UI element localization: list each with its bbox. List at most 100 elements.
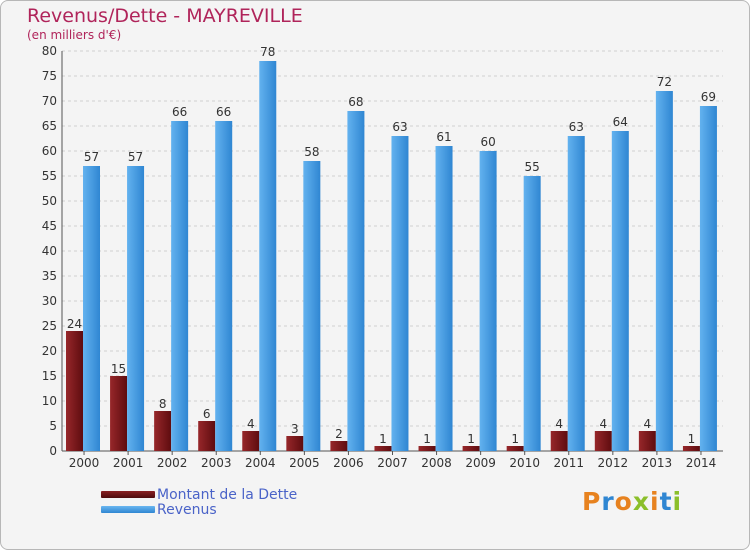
y-tick-label: 5 [49, 419, 57, 433]
data-label-dette: 4 [555, 417, 563, 431]
x-tick-label: 2002 [157, 456, 188, 470]
y-tick-label: 20 [42, 344, 57, 358]
chart-title: Revenus/Dette - MAYREVILLE [27, 5, 303, 27]
data-label-revenus: 55 [525, 160, 540, 174]
data-label-revenus: 69 [701, 90, 716, 104]
bars [66, 61, 717, 451]
data-label-revenus: 78 [260, 45, 275, 59]
bar-revenus [391, 136, 409, 451]
bar-revenus [215, 121, 233, 451]
bar-dette [638, 431, 656, 451]
bar-revenus [127, 166, 145, 451]
y-tick-label: 70 [42, 94, 57, 108]
legend-swatch-revenus [101, 506, 155, 513]
bar-dette [682, 446, 700, 451]
data-label-dette: 6 [203, 407, 211, 421]
y-tick-label: 10 [42, 394, 57, 408]
y-tick-label: 0 [49, 444, 57, 458]
data-label-revenus: 72 [657, 75, 672, 89]
y-tick-label: 55 [42, 169, 57, 183]
bar-revenus [523, 176, 541, 451]
bar-dette [374, 446, 392, 451]
data-label-revenus: 68 [348, 95, 363, 109]
y-tick-label: 40 [42, 244, 57, 258]
bar-dette [330, 441, 348, 451]
data-labels: 2457155786666647835826816316116015546346… [67, 45, 716, 446]
data-label-dette: 1 [467, 432, 475, 446]
bar-dette [198, 421, 216, 451]
x-tick-label: 2011 [553, 456, 584, 470]
data-label-dette: 8 [159, 397, 167, 411]
y-tick-label: 50 [42, 194, 57, 208]
legend-swatch-dette [101, 491, 155, 498]
data-label-revenus: 63 [392, 120, 407, 134]
data-label-dette: 4 [247, 417, 255, 431]
bar-revenus [171, 121, 189, 451]
y-tick-label: 80 [42, 44, 57, 58]
bar-dette [66, 331, 83, 451]
data-label-dette: 1 [379, 432, 387, 446]
bar-revenus [567, 136, 585, 451]
proxiti-logo: Proxiti [582, 487, 683, 516]
bar-dette [462, 446, 480, 451]
data-label-revenus: 64 [613, 115, 628, 129]
bar-dette [550, 431, 568, 451]
data-label-revenus: 58 [304, 145, 319, 159]
y-tick-label: 65 [42, 119, 57, 133]
data-label-dette: 1 [511, 432, 519, 446]
x-tick-label: 2006 [333, 456, 364, 470]
x-tick-label: 2012 [598, 456, 629, 470]
x-tick-label: 2010 [509, 456, 540, 470]
bar-revenus [259, 61, 277, 451]
x-tick-label: 2001 [113, 456, 144, 470]
legend-label-dette: Montant de la Dette [157, 487, 298, 503]
bar-dette [506, 446, 524, 451]
x-tick-label: 2007 [377, 456, 408, 470]
data-label-dette: 4 [644, 417, 652, 431]
bar-dette [154, 411, 172, 451]
x-tick-label: 2009 [465, 456, 496, 470]
data-label-dette: 15 [111, 362, 126, 376]
bar-revenus [655, 91, 673, 451]
x-tick-label: 2000 [69, 456, 100, 470]
bar-revenus [479, 151, 497, 451]
data-label-revenus: 61 [436, 130, 451, 144]
x-tick-label: 2008 [421, 456, 452, 470]
bar-revenus [699, 106, 717, 451]
x-tick-label: 2004 [245, 456, 276, 470]
bar-revenus [303, 161, 321, 451]
y-tick-label: 45 [42, 219, 57, 233]
data-label-revenus: 66 [216, 105, 231, 119]
y-tick-label: 75 [42, 69, 57, 83]
chart-subtitle: (en milliers d'€) [27, 28, 122, 42]
data-label-dette: 1 [688, 432, 696, 446]
x-tick-label: 2003 [201, 456, 232, 470]
y-tick-label: 35 [42, 269, 57, 283]
bar-revenus [435, 146, 453, 451]
y-tick-label: 15 [42, 369, 57, 383]
bar-dette [286, 436, 304, 451]
x-tick-label: 2014 [686, 456, 717, 470]
data-label-revenus: 57 [128, 150, 143, 164]
data-label-revenus: 60 [480, 135, 495, 149]
x-tick-label: 2005 [289, 456, 320, 470]
data-label-revenus: 57 [84, 150, 99, 164]
x-tick-label: 2013 [642, 456, 673, 470]
bar-dette [418, 446, 436, 451]
y-tick-label: 60 [42, 144, 57, 158]
bar-revenus [347, 111, 365, 451]
legend-label-revenus: Revenus [157, 502, 217, 518]
data-label-dette: 4 [599, 417, 607, 431]
data-label-revenus: 66 [172, 105, 187, 119]
y-tick-label: 30 [42, 294, 57, 308]
bar-revenus [611, 131, 629, 451]
data-label-dette: 2 [335, 427, 343, 441]
data-label-dette: 3 [291, 422, 299, 436]
bar-dette [110, 376, 128, 451]
y-tick-label: 25 [42, 319, 57, 333]
bar-dette [594, 431, 612, 451]
data-label-dette: 24 [67, 317, 82, 331]
data-label-dette: 1 [423, 432, 431, 446]
